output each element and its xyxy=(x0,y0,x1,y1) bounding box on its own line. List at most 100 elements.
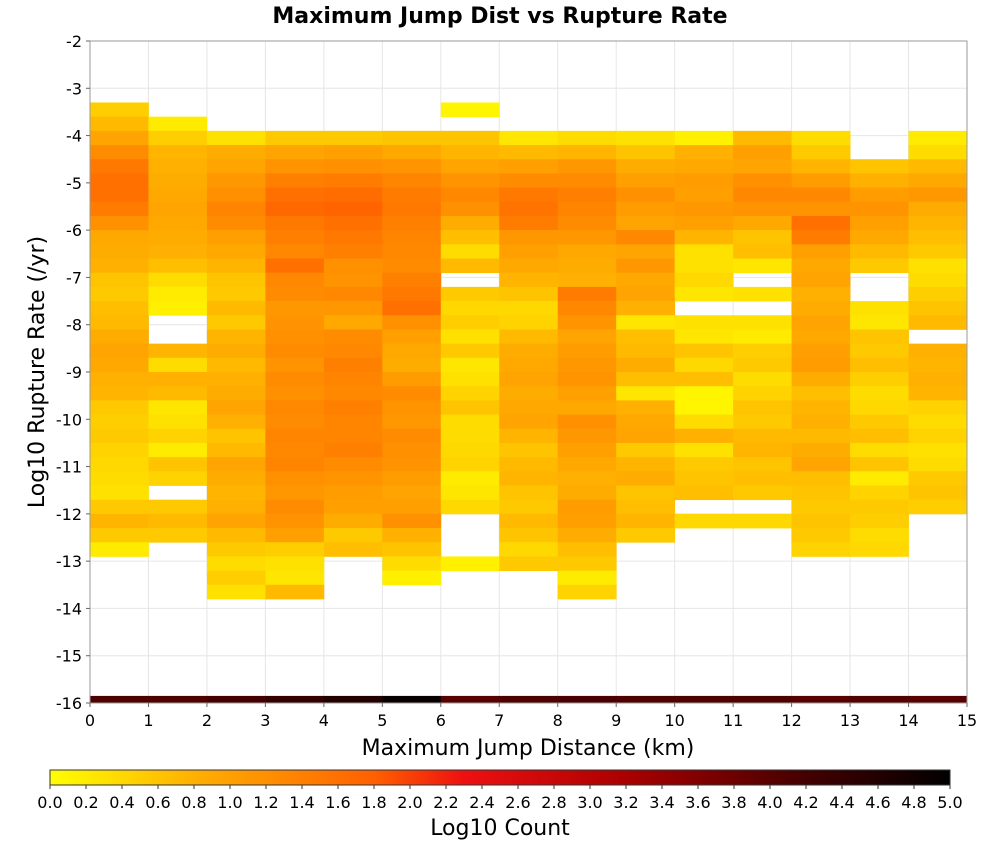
heatmap-cell xyxy=(499,499,559,515)
heatmap-cell xyxy=(323,542,383,557)
heatmap-cell xyxy=(323,357,383,373)
heatmap-cell xyxy=(440,286,500,302)
heatmap-cell xyxy=(674,130,734,146)
y-tick-label: -9 xyxy=(66,363,82,382)
heatmap-cell xyxy=(850,343,909,359)
heatmap-cell xyxy=(616,301,676,316)
heatmap-cell xyxy=(616,173,676,188)
heatmap-cell xyxy=(148,286,208,302)
heatmap-cell xyxy=(323,442,383,458)
heatmap-cell xyxy=(850,528,909,543)
heatmap-cell xyxy=(499,442,559,458)
y-axis-label: Log10 Rupture Rate (/yr) xyxy=(25,236,50,508)
heatmap-cell xyxy=(616,286,676,302)
heatmap-cell xyxy=(323,159,383,174)
heatmap-cell xyxy=(440,215,500,231)
heatmap-cell xyxy=(440,173,500,188)
heatmap-cell xyxy=(206,584,266,600)
heatmap-cell xyxy=(674,244,734,259)
heatmap-cell xyxy=(557,357,617,373)
heatmap-cell xyxy=(733,244,792,259)
y-tick-label: -7 xyxy=(66,268,82,287)
heatmap-cell xyxy=(206,485,266,501)
heatmap-cell xyxy=(908,145,968,160)
heatmap-cell xyxy=(382,499,442,515)
heatmap-cell xyxy=(733,315,792,330)
heatmap-cell xyxy=(382,159,442,174)
heatmap-cell xyxy=(90,400,149,415)
colorbar-tick-label: 4.2 xyxy=(793,793,818,812)
heatmap-cell xyxy=(382,215,442,231)
heatmap-cell xyxy=(733,513,792,529)
heatmap-cell xyxy=(90,343,149,359)
heatmap-cell xyxy=(791,315,851,330)
colorbar-label: Log10 Count xyxy=(430,816,570,841)
heatmap-cell xyxy=(148,471,208,486)
heatmap-cell xyxy=(616,400,676,415)
heatmap-cell xyxy=(616,428,676,444)
heatmap-cell xyxy=(382,386,442,401)
heatmap-cell xyxy=(499,244,559,259)
heatmap-cell xyxy=(440,372,500,387)
heatmap-cell xyxy=(206,145,266,160)
heatmap-cell xyxy=(616,414,676,430)
heatmap-cell xyxy=(206,414,266,430)
heatmap-cell xyxy=(206,173,266,188)
heatmap-cell xyxy=(382,428,442,444)
heatmap-cell xyxy=(616,386,676,401)
heatmap-cell xyxy=(791,230,851,245)
heatmap-cell xyxy=(908,695,968,703)
heatmap-cell xyxy=(850,173,909,188)
heatmap-cell xyxy=(557,414,617,430)
heatmap-cell xyxy=(616,471,676,486)
heatmap-cell xyxy=(499,457,559,472)
heatmap-cell xyxy=(206,272,266,288)
y-tick-label: -8 xyxy=(66,316,82,335)
heatmap-cell xyxy=(674,329,734,345)
heatmap-cell xyxy=(148,386,208,401)
heatmap-cell xyxy=(499,201,559,217)
heatmap-cell xyxy=(90,695,149,703)
heatmap-cell xyxy=(323,244,383,259)
heatmap-cell xyxy=(323,230,383,245)
heatmap-cell xyxy=(908,272,968,288)
heatmap-cell xyxy=(908,258,968,274)
heatmap-cell xyxy=(791,485,851,501)
heatmap-cell xyxy=(850,258,909,274)
heatmap-cell xyxy=(206,556,266,571)
heatmap-cell xyxy=(206,570,266,586)
heatmap-cell xyxy=(674,230,734,245)
x-tick-label: 2 xyxy=(202,711,212,730)
heatmap-cell xyxy=(382,187,442,203)
heatmap-cell xyxy=(791,414,851,430)
heatmap-cell xyxy=(733,258,792,274)
colorbar-tick-label: 2.6 xyxy=(505,793,530,812)
heatmap-cell xyxy=(323,471,383,486)
heatmap-cell xyxy=(90,215,149,231)
heatmap-cell xyxy=(557,695,617,703)
heatmap-cell xyxy=(908,471,968,486)
heatmap-cell xyxy=(148,372,208,387)
x-tick-label: 4 xyxy=(319,711,329,730)
heatmap-cell xyxy=(265,258,325,274)
heatmap-cell xyxy=(323,130,383,146)
heatmap-cell xyxy=(440,386,500,401)
heatmap-cell xyxy=(850,230,909,245)
heatmap-cell xyxy=(265,173,325,188)
colorbar-tick-label: 0.2 xyxy=(73,793,98,812)
x-tick-label: 14 xyxy=(898,711,918,730)
colorbar-tick-label: 0.0 xyxy=(37,793,62,812)
heatmap-cell xyxy=(440,499,500,515)
heatmap-cell xyxy=(674,513,734,529)
heatmap-cell xyxy=(90,201,149,217)
heatmap-cell xyxy=(674,400,734,415)
heatmap-cell xyxy=(850,513,909,529)
heatmap-cell xyxy=(674,372,734,387)
x-tick-label: 1 xyxy=(143,711,153,730)
heatmap-cell xyxy=(850,695,909,703)
heatmap-cell xyxy=(733,145,792,160)
heatmap-cell xyxy=(499,215,559,231)
heatmap-cell xyxy=(557,570,617,586)
heatmap-cell xyxy=(323,513,383,529)
heatmap-cell xyxy=(850,329,909,345)
